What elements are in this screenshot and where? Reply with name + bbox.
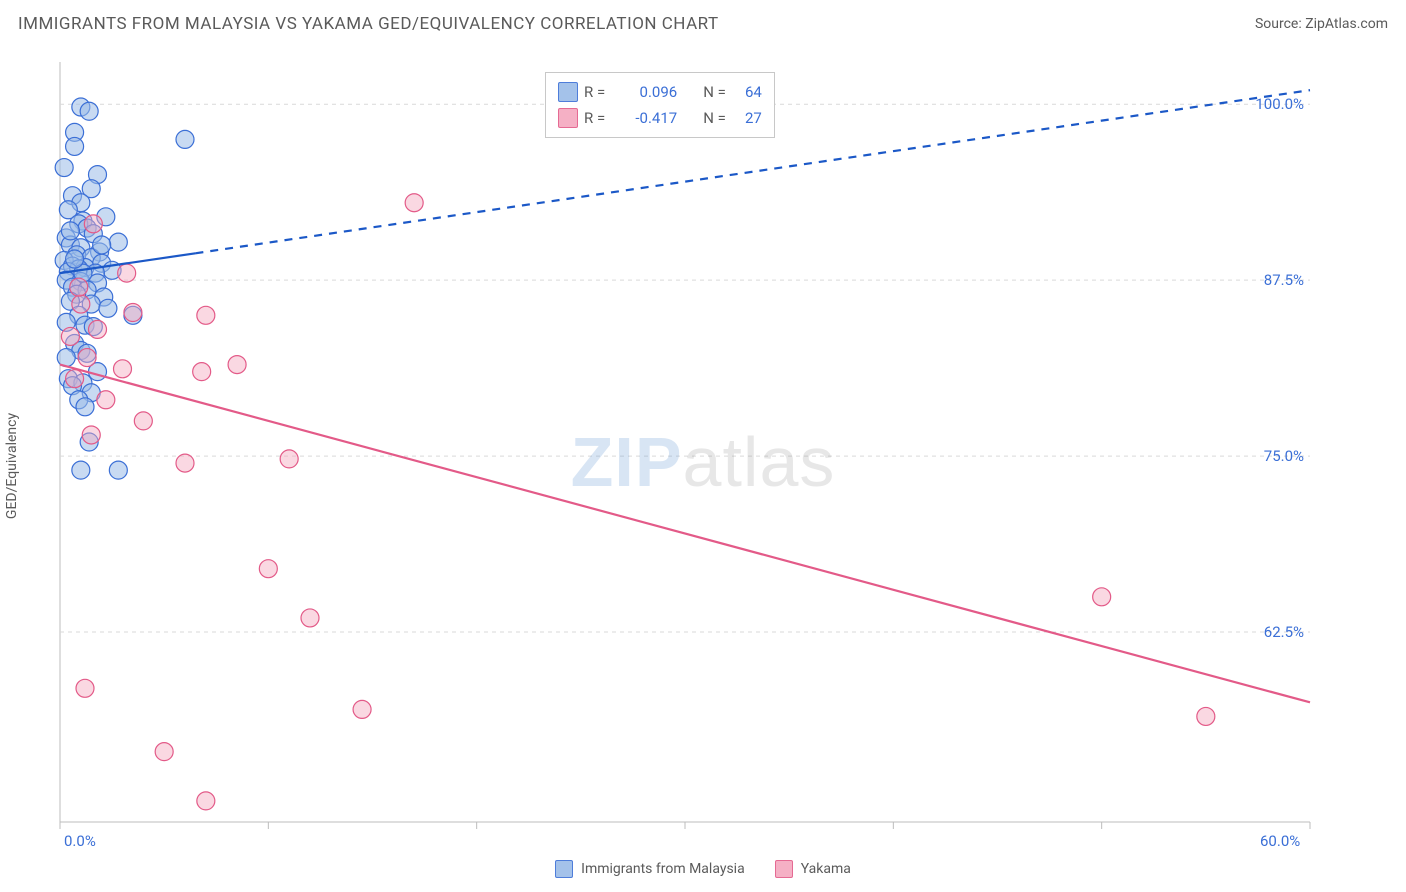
n-value: 64 <box>732 79 762 105</box>
legend-label: Yakama <box>801 861 851 877</box>
yakama-swatch <box>775 860 793 878</box>
yakama-point <box>176 454 194 472</box>
r-label: R = <box>584 79 605 105</box>
yakama-trend-line <box>60 365 1310 703</box>
yakama-point <box>66 370 84 388</box>
yakama-point <box>228 356 246 374</box>
malaysia-point <box>72 461 90 479</box>
y-tick-label: 87.5% <box>1264 271 1304 289</box>
yakama-point <box>97 391 115 409</box>
yakama-point <box>197 306 215 324</box>
legend-item-malaysia: Immigrants from Malaysia <box>555 860 745 878</box>
malaysia-point <box>80 102 98 120</box>
malaysia-point <box>109 233 127 251</box>
yakama-point <box>193 363 211 381</box>
malaysia-point <box>66 137 84 155</box>
yakama-point <box>61 327 79 345</box>
r-value: 0.096 <box>611 79 677 105</box>
yakama-point <box>84 215 102 233</box>
yakama-point <box>155 743 173 761</box>
legend-item-yakama: Yakama <box>775 860 851 878</box>
n-value: 27 <box>732 105 762 131</box>
yakama-point <box>76 679 94 697</box>
yakama-point <box>114 360 132 378</box>
malaysia-swatch <box>558 82 578 102</box>
x-axis-min-label: 0.0% <box>64 832 96 850</box>
y-tick-label: 100.0% <box>1255 95 1304 113</box>
page-title: IMMIGRANTS FROM MALAYSIA VS YAKAMA GED/E… <box>18 14 719 34</box>
yakama-point <box>353 700 371 718</box>
n-label: N = <box>703 105 726 131</box>
yakama-swatch <box>558 108 578 128</box>
y-tick-label: 75.0% <box>1264 447 1304 465</box>
yakama-point <box>134 412 152 430</box>
yakama-point <box>197 792 215 810</box>
r-label: R = <box>584 105 605 131</box>
malaysia-swatch <box>555 860 573 878</box>
malaysia-point <box>93 236 111 254</box>
legend-label: Immigrants from Malaysia <box>581 861 745 877</box>
correlation-stats-box: R = 0.096 N = 64 R = -0.417 N = 27 <box>545 72 775 138</box>
malaysia-point <box>109 461 127 479</box>
y-tick-label: 62.5% <box>1264 623 1304 641</box>
yakama-point <box>1093 588 1111 606</box>
stats-row-malaysia: R = 0.096 N = 64 <box>558 79 762 105</box>
source-link[interactable]: ZipAtlas.com <box>1305 16 1388 32</box>
y-axis-label: GED/Equivalency <box>4 413 20 519</box>
yakama-point <box>70 278 88 296</box>
yakama-point <box>405 194 423 212</box>
yakama-point <box>1197 707 1215 725</box>
source-prefix: Source: <box>1255 16 1305 32</box>
yakama-point <box>89 320 107 338</box>
yakama-point <box>301 609 319 627</box>
legend: Immigrants from Malaysia Yakama <box>18 860 1388 878</box>
yakama-point <box>118 264 136 282</box>
yakama-point <box>124 304 142 322</box>
malaysia-point <box>176 130 194 148</box>
source-attribution: Source: ZipAtlas.com <box>1255 16 1388 32</box>
malaysia-point <box>66 250 84 268</box>
chart-container: GED/Equivalency ZIPatlas R =0.096N =64R … <box>18 48 1388 884</box>
malaysia-point <box>76 398 94 416</box>
r-value: -0.417 <box>611 105 677 131</box>
scatter-chart <box>18 48 1388 884</box>
yakama-point <box>259 560 277 578</box>
malaysia-point <box>61 222 79 240</box>
yakama-point <box>82 426 100 444</box>
n-label: N = <box>703 79 726 105</box>
stats-row-yakama: R = -0.417 N = 27 <box>558 105 762 131</box>
malaysia-point <box>99 299 117 317</box>
malaysia-point <box>55 159 73 177</box>
yakama-point <box>280 450 298 468</box>
yakama-point <box>72 295 90 313</box>
yakama-point <box>78 349 96 367</box>
malaysia-point <box>57 349 75 367</box>
x-axis-max-label: 60.0% <box>1260 832 1300 850</box>
